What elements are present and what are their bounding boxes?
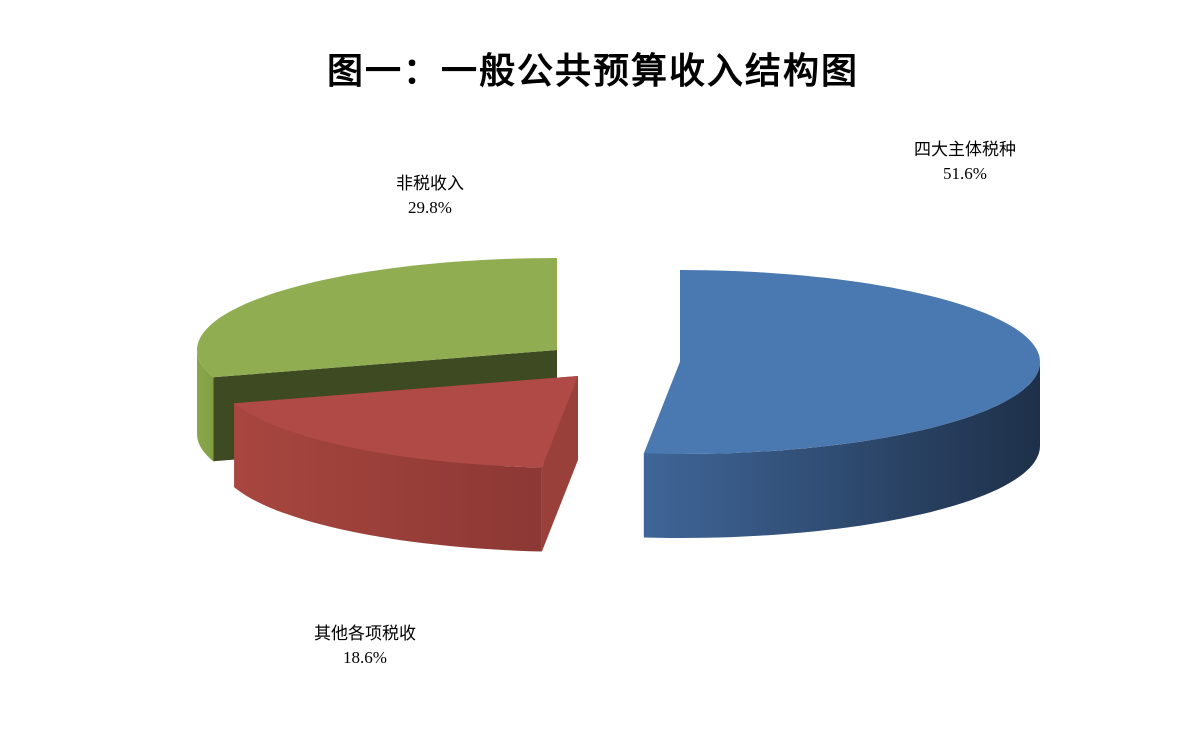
data-label-0: 四大主体税种 51.6% [880,138,1050,186]
value-label: 29.8% [408,198,452,217]
slice-2 [197,258,557,378]
value-label: 51.6% [943,164,987,183]
slice-0 [643,270,1040,454]
slice-side-2 [197,350,214,462]
slice-side-0 [643,362,1040,538]
category-label: 其他各项税收 [314,624,416,643]
data-label-2: 非税收入 29.8% [345,172,515,220]
slice-1 [234,376,578,468]
value-label: 18.6% [343,648,387,667]
category-label: 四大主体税种 [914,140,1016,159]
chart-title: 图一：一般公共预算收入结构图 [326,50,859,92]
slice-side-1 [234,403,542,552]
category-label: 非税收入 [396,174,464,193]
data-label-1: 其他各项税收 18.6% [280,622,450,670]
